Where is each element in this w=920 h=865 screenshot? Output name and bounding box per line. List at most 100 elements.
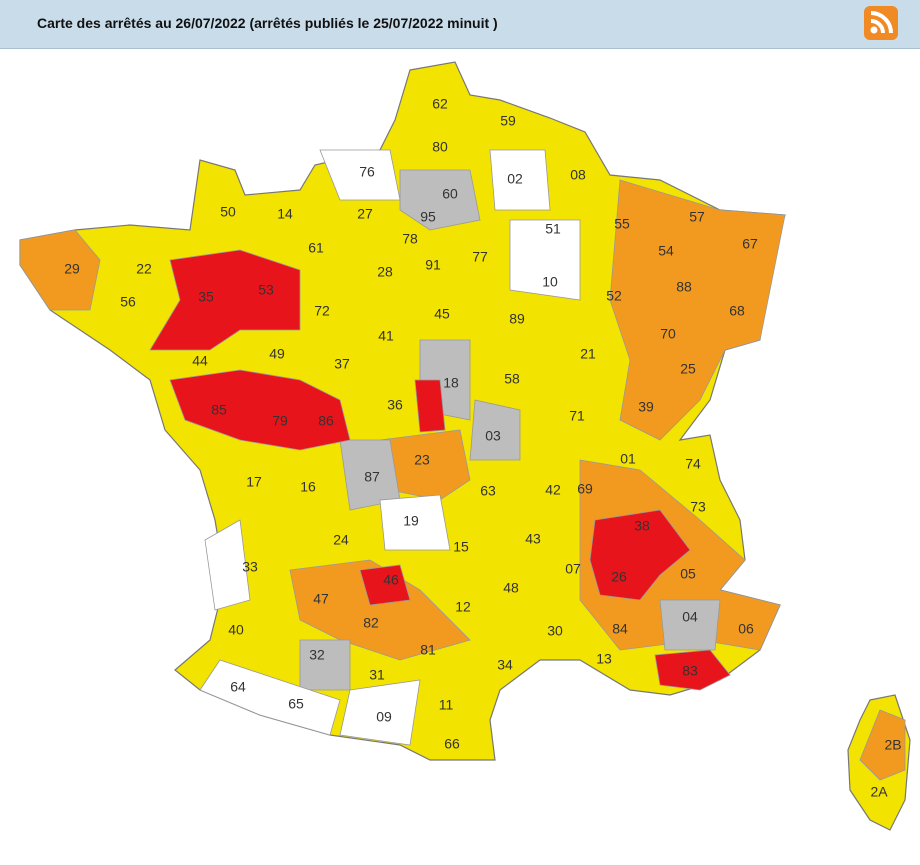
- department-label: 69: [577, 481, 593, 497]
- department-label: 48: [503, 580, 519, 596]
- department-label: 23: [414, 452, 430, 468]
- department-label: 76: [359, 164, 375, 180]
- department-label: 07: [565, 561, 581, 577]
- department-label: 55: [614, 216, 630, 232]
- zone-white: [199, 659, 341, 736]
- department-label: 89: [509, 311, 525, 327]
- zone-red: [414, 379, 446, 433]
- department-label: 35: [198, 289, 214, 305]
- department-label: 64: [230, 679, 246, 695]
- department-label: 80: [432, 139, 448, 155]
- department-label: 83: [682, 663, 698, 679]
- department-label: 16: [300, 479, 316, 495]
- department-label: 2B: [884, 737, 901, 753]
- department-label: 95: [420, 209, 436, 225]
- zone-white: [204, 519, 251, 611]
- map: 62 59 80 76 02 08 60 50 14 27 95 57 55 67 51 78 61 29 22 91…: [19, 61, 911, 831]
- zone-red: [149, 249, 301, 351]
- zone-red: [359, 564, 411, 606]
- department-label: 33: [242, 559, 258, 575]
- department-label: 67: [742, 236, 758, 252]
- department-label: 15: [453, 539, 469, 555]
- zone-white: [339, 679, 421, 746]
- department-label: 25: [680, 361, 696, 377]
- department-label: 79: [272, 413, 288, 429]
- department-label: 36: [387, 397, 403, 413]
- department-label: 53: [258, 282, 274, 298]
- department-label: 10: [542, 274, 558, 290]
- department-label: 05: [680, 566, 696, 582]
- department-label: 39: [638, 399, 654, 415]
- department-label: 04: [682, 609, 698, 625]
- department-label: 74: [685, 456, 701, 472]
- department-label: 78: [402, 231, 418, 247]
- department-label: 44: [192, 353, 208, 369]
- department-label: 84: [612, 621, 628, 637]
- department-label: 72: [314, 303, 330, 319]
- zone-gray: [659, 599, 721, 651]
- department-label: 22: [136, 261, 152, 277]
- department-label: 82: [363, 615, 379, 631]
- department-label: 60: [442, 186, 458, 202]
- department-label: 47: [313, 591, 329, 607]
- department-label: 91: [425, 257, 441, 273]
- department-label: 38: [634, 518, 650, 534]
- department-label: 34: [497, 657, 513, 673]
- department-label: 45: [434, 306, 450, 322]
- department-label: 08: [570, 167, 586, 183]
- department-label: 28: [377, 264, 393, 280]
- department-label: 49: [269, 346, 285, 362]
- department-label: 09: [376, 709, 392, 725]
- department-label: 12: [455, 599, 471, 615]
- department-label: 41: [378, 328, 394, 344]
- department-label: 61: [308, 240, 324, 256]
- department-label: 17: [246, 474, 262, 490]
- department-label: 13: [596, 651, 612, 667]
- department-label: 63: [480, 483, 496, 499]
- department-label: 51: [545, 221, 561, 237]
- department-label: 40: [228, 622, 244, 638]
- department-label: 46: [383, 572, 399, 588]
- header-bar: Carte des arrêtés au 26/07/2022 (arrêtés…: [0, 0, 920, 49]
- zone-gray: [469, 399, 521, 461]
- zone-white: [319, 149, 401, 201]
- department-label: 54: [658, 243, 674, 259]
- department-label: 21: [580, 346, 596, 362]
- department-label: 62: [432, 96, 448, 112]
- department-label: 43: [525, 531, 541, 547]
- department-labels: 62 59 80 76 02 08 60 50 14 27 95 57 55 67 51 78 61 29 22 91…: [64, 96, 901, 800]
- department-label: 26: [611, 569, 627, 585]
- department-label: 19: [403, 513, 419, 529]
- department-label: 32: [309, 647, 325, 663]
- department-label: 24: [333, 532, 349, 548]
- department-label: 70: [660, 326, 676, 342]
- rss-button[interactable]: [864, 6, 898, 40]
- map-title: Carte des arrêtés au 26/07/2022 (arrêtés…: [37, 15, 498, 31]
- department-label: 29: [64, 261, 80, 277]
- department-label: 14: [277, 206, 293, 222]
- department-label: 59: [500, 113, 516, 129]
- zone-red: [169, 369, 351, 451]
- zone-white: [489, 149, 551, 211]
- zone-gray: [399, 169, 481, 231]
- rss-icon: [870, 11, 893, 34]
- department-label: 81: [420, 642, 436, 658]
- department-label: 56: [120, 294, 136, 310]
- department-label: 03: [485, 428, 501, 444]
- zone-gray: [299, 639, 351, 691]
- department-label: 27: [357, 206, 373, 222]
- department-label: 37: [334, 356, 350, 372]
- department-label: 68: [729, 303, 745, 319]
- department-label: 2A: [870, 784, 888, 800]
- department-label: 06: [738, 621, 754, 637]
- zone-orange: [859, 709, 906, 781]
- department-label: 11: [439, 697, 454, 713]
- zone-red: [589, 509, 691, 601]
- department-label: 77: [472, 249, 488, 265]
- department-label: 30: [547, 623, 563, 639]
- department-label: 73: [690, 499, 706, 515]
- department-label: 86: [318, 413, 334, 429]
- department-label: 71: [569, 408, 585, 424]
- department-label: 01: [620, 451, 636, 467]
